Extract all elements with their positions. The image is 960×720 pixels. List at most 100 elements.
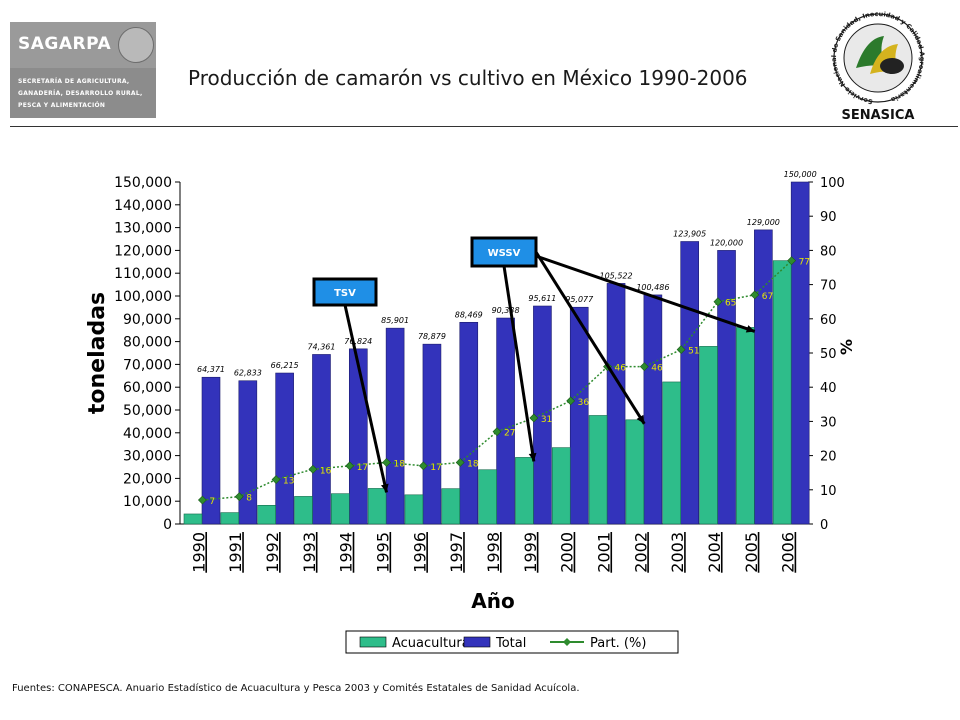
part-data-label: 17 [430, 463, 441, 473]
total-data-label: 95,077 [565, 295, 594, 304]
x-tick-label: 2006 [779, 532, 798, 573]
y-left-tick-label: 40,000 [123, 426, 172, 442]
sagarpa-logo-name: SAGARPA [18, 34, 112, 54]
x-tick-label: 2000 [558, 532, 577, 573]
senasica-logo-name: SENASICA [841, 108, 915, 123]
total-bar [348, 348, 368, 525]
total-data-label: 90,338 [492, 306, 520, 315]
y-left-tick-label: 120,000 [114, 243, 172, 259]
total-bar [422, 343, 442, 525]
annotation-arrow-head [745, 325, 755, 333]
total-bar [496, 317, 515, 525]
annotation-arrow [535, 254, 756, 333]
y-right-tick-label: 10 [820, 484, 837, 499]
x-tick-label: 1991 [226, 532, 245, 573]
x-tick-label: 1998 [484, 532, 503, 573]
chart: 0 10,000 20,000 30,000 40,000 50,000 60,000 70,… [0, 140, 960, 685]
chart-legend: Acuacultura Total Part. (%) [345, 630, 679, 654]
y-right-tick-label: 30 [820, 415, 837, 430]
sagarpa-logo-line-1: SECRETARÍA DE AGRICULTURA, [18, 78, 130, 85]
x-tick-label: 1996 [410, 532, 429, 573]
part-data-label: 46 [651, 364, 663, 374]
part-point [676, 345, 686, 355]
y-right-tick-label: 100 [820, 176, 845, 191]
annotation-arrow-head [528, 452, 537, 462]
chart-axes: 0 10,000 20,000 30,000 40,000 50,000 60,000 70,… [85, 175, 856, 613]
part-data-label: 16 [320, 466, 332, 476]
part-point [566, 396, 576, 406]
part-point [382, 458, 391, 467]
annotation-box [312, 277, 378, 307]
total-bar [606, 283, 626, 525]
senasica-logo: Servicio Nacional de Sanidad, Inocuidad … [822, 8, 934, 124]
total-data-label: 105,522 [600, 271, 633, 280]
part-point [197, 495, 207, 505]
x-tick-label: 1995 [374, 532, 393, 573]
acuacultura-bar [515, 457, 534, 525]
total-data-label: 100,486 [636, 283, 669, 292]
x-tick-label: 1990 [189, 532, 208, 573]
part-data-label: 8 [246, 494, 252, 504]
x-tick-label: 1994 [337, 532, 356, 573]
legend-swatch [359, 636, 387, 648]
annotation-label: WSSV [488, 248, 521, 259]
y-left-axis-title: toneladas [85, 292, 110, 414]
total-bar [680, 241, 700, 525]
total-data-label: 120,000 [710, 238, 743, 247]
y-left-tick-label: 150,000 [114, 175, 172, 191]
total-bar [201, 376, 221, 525]
y-right-tick-label: 60 [820, 313, 837, 328]
part-point [418, 461, 428, 471]
acuacultura-bar [367, 488, 387, 525]
part-data-label: 13 [283, 477, 294, 487]
total-bar [238, 380, 258, 525]
part-data-label: 67 [762, 292, 773, 302]
y-right-tick-label: 0 [820, 518, 828, 533]
total-data-label: 85,901 [381, 316, 409, 325]
x-tick-label: 1999 [521, 532, 540, 573]
legend-box [345, 630, 679, 654]
legend-label: Total [495, 636, 526, 651]
total-data-label: 88,469 [455, 310, 483, 319]
part-point [529, 413, 539, 423]
y-left-tick-label: 130,000 [114, 221, 172, 237]
part-point [713, 297, 723, 307]
annotation-arrow-head [636, 414, 645, 424]
y-left-tick-label: 20,000 [123, 471, 172, 487]
x-tick-label: 1992 [263, 532, 282, 573]
part-point [639, 362, 649, 372]
y-left-tick-label: 100,000 [114, 289, 172, 305]
part-point [234, 492, 244, 502]
total-data-label: 76,824 [344, 337, 372, 346]
total-data-label: 66,215 [271, 361, 299, 370]
y-left-tick-label: 60,000 [123, 380, 172, 396]
y-left-tick-label: 140,000 [114, 198, 172, 214]
acuacultura-bar [772, 260, 792, 525]
sagarpa-logo: SAGARPA SECRETARÍA DE AGRICULTURA, GANAD… [10, 22, 156, 118]
x-tick-label: 2001 [594, 532, 613, 573]
acuacultura-bar [257, 505, 276, 525]
total-bar [459, 321, 479, 525]
y-left-tick-label: 80,000 [123, 335, 172, 351]
chart-line [197, 256, 797, 505]
annotation-arrow [502, 265, 536, 462]
header: SAGARPA SECRETARÍA DE AGRICULTURA, GANAD… [0, 0, 960, 128]
chart-bars [183, 181, 810, 525]
annotation-wssv: WSSV [470, 236, 756, 462]
acuacultura-bar [441, 488, 461, 525]
legend-label: Part. (%) [590, 636, 646, 651]
y-right-tick-label: 90 [820, 210, 837, 225]
y-left-tick-label: 0 [163, 517, 172, 533]
legend-swatch [463, 636, 491, 648]
total-bar [754, 229, 773, 525]
legend-label: Acuacultura [392, 636, 470, 651]
part-data-label: 18 [394, 459, 406, 469]
total-bar [717, 250, 736, 525]
sagarpa-logo-line-3: PESCA Y ALIMENTACIÓN [18, 102, 106, 109]
y-left-tick-label: 30,000 [123, 449, 172, 465]
acuacultura-bar [404, 494, 424, 525]
x-tick-label: 2003 [668, 532, 687, 573]
chart-annotations: TSV WSSV [312, 236, 756, 493]
part-data-label: 27 [504, 429, 515, 439]
sagarpa-logo-band: SAGARPA [10, 22, 156, 68]
